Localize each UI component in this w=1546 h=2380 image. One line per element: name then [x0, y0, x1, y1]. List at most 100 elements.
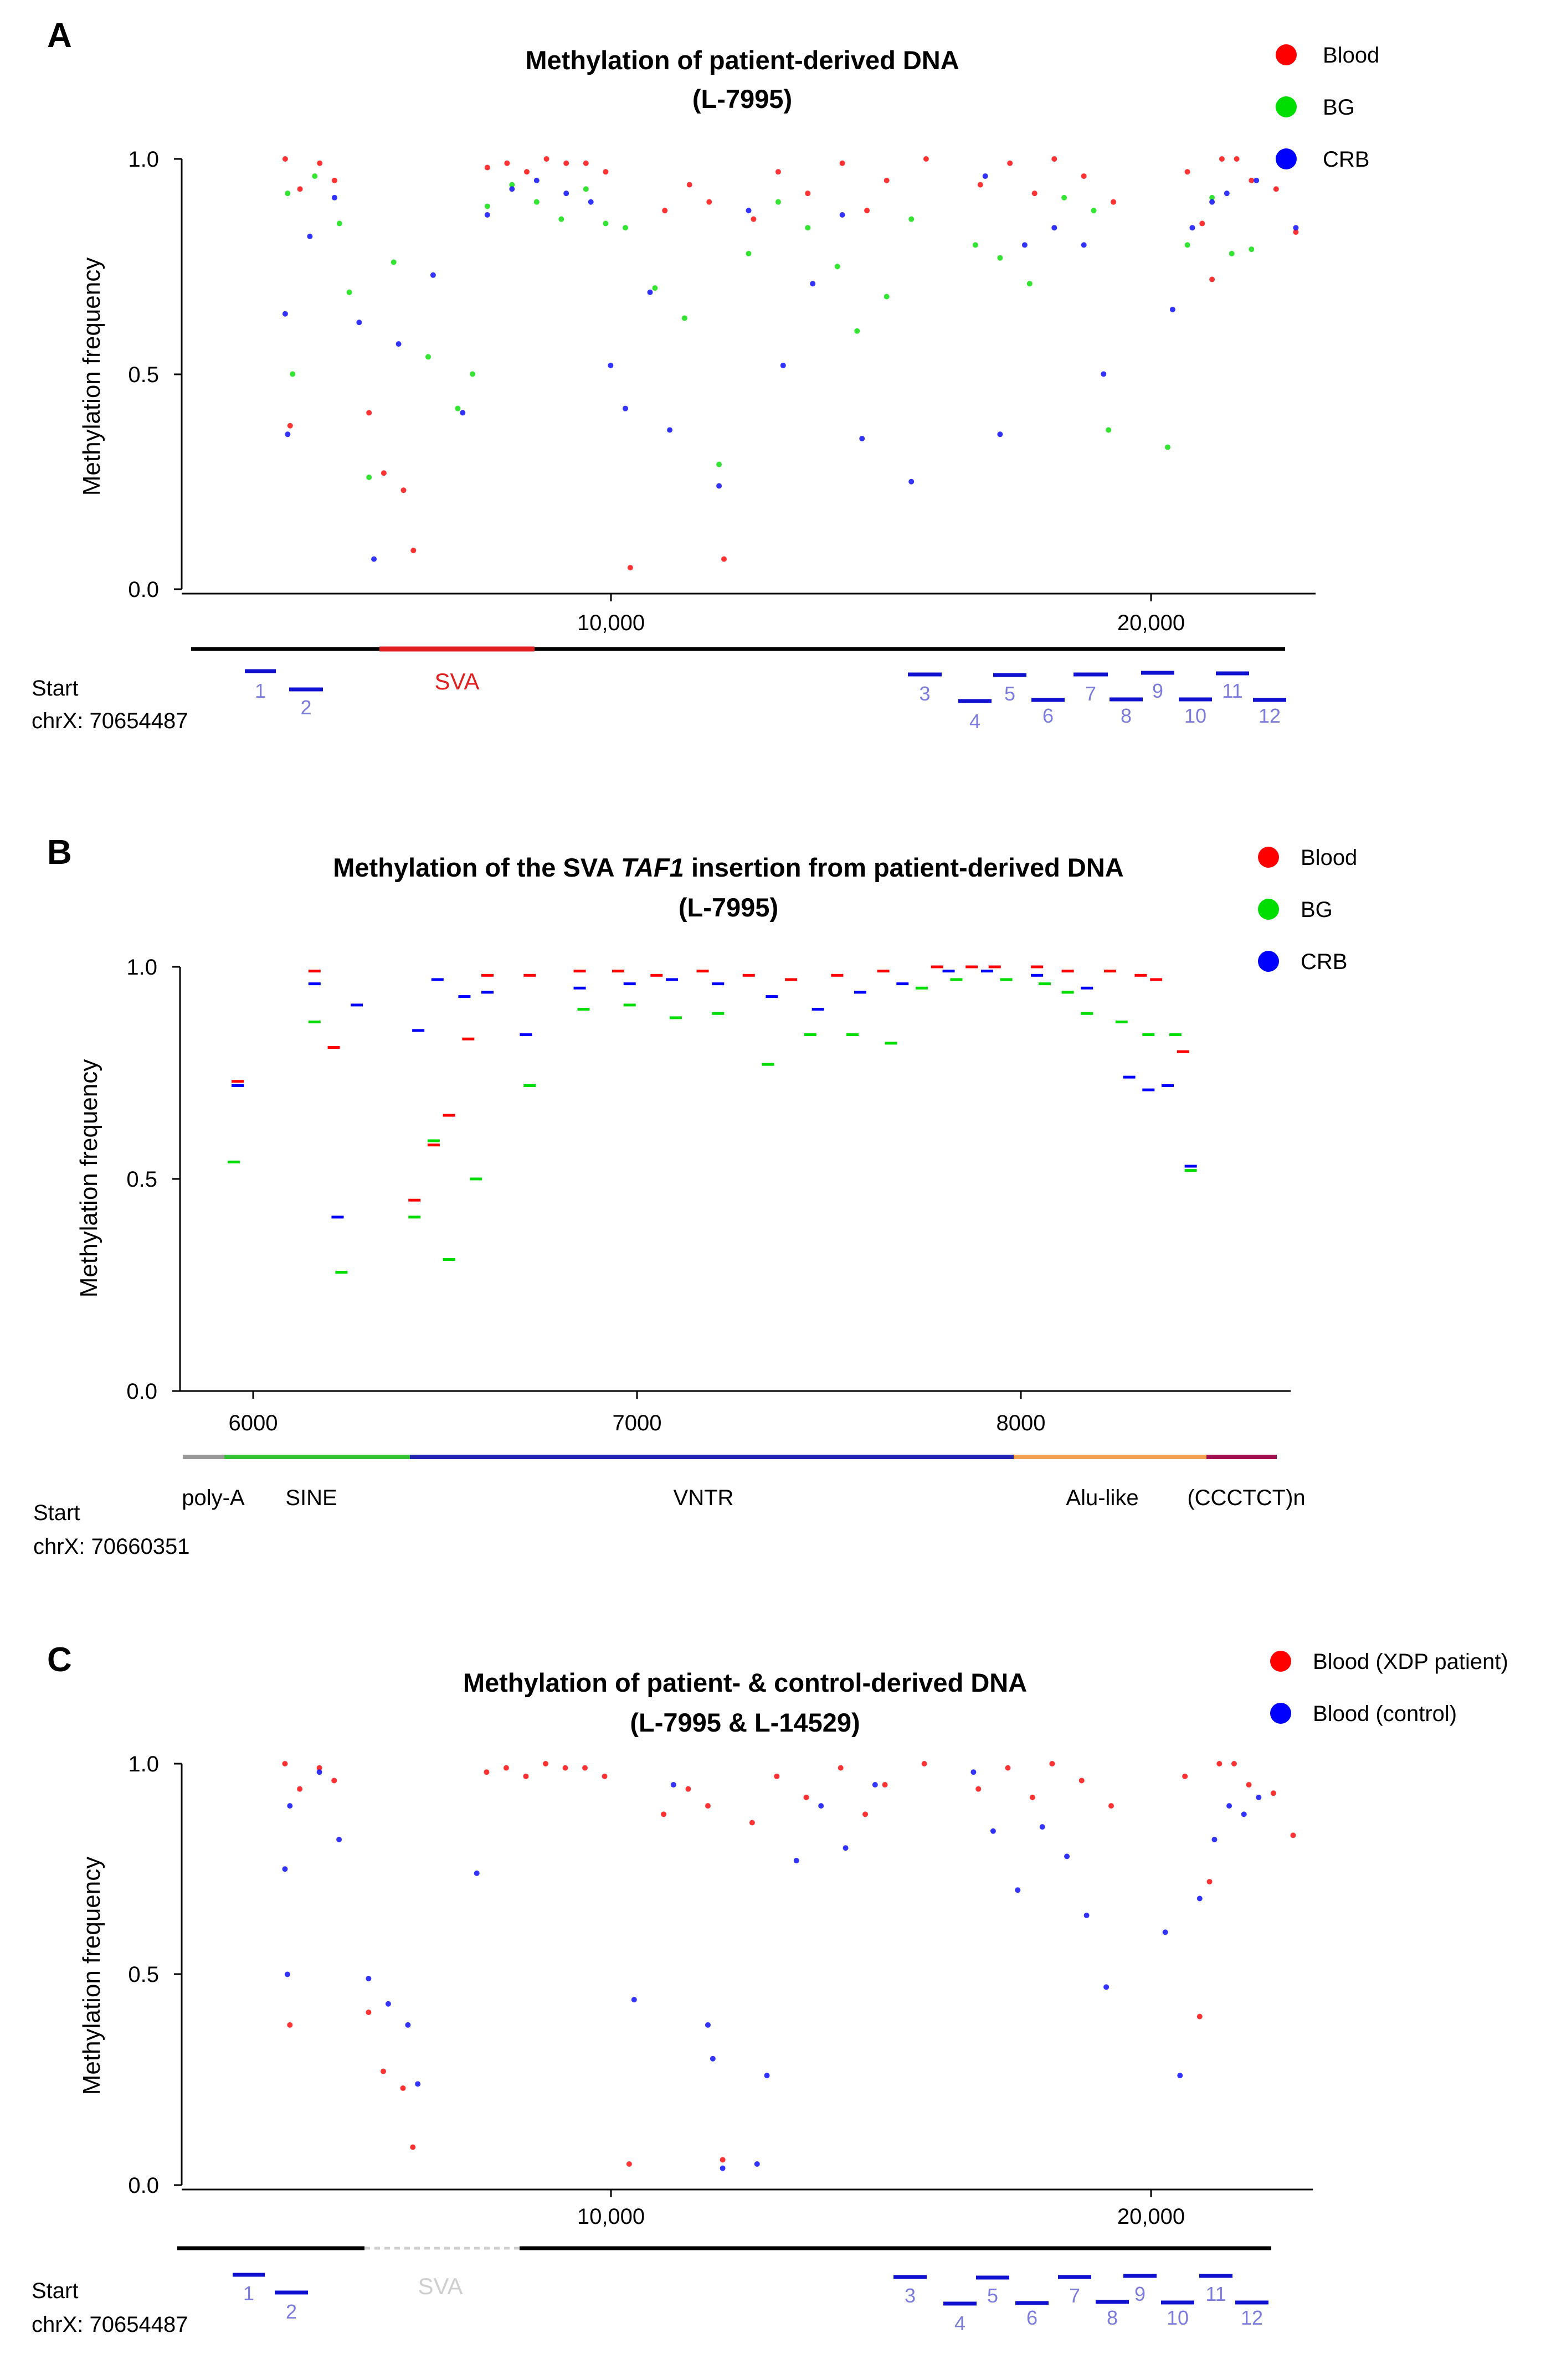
point-a-crb-0 — [282, 311, 288, 317]
point-a-blood-3 — [317, 160, 323, 166]
point-b-blood-25 — [1177, 1050, 1189, 1053]
point-b-blood-15 — [831, 973, 844, 977]
point-c-blood-control-4 — [336, 1836, 342, 1842]
legend-blood-label: Blood — [1323, 43, 1379, 68]
point-b-bg-15 — [885, 1042, 897, 1045]
point-b-blood-17 — [931, 965, 943, 969]
point-a-bg-13 — [558, 216, 564, 222]
exon-8-label: 8 — [1107, 2306, 1118, 2329]
point-a-crb-8 — [460, 410, 466, 416]
point-c-blood-xdp-patient-12 — [542, 1761, 548, 1766]
legend-blood-label: Blood — [1301, 846, 1357, 870]
point-b-bg-1 — [308, 1021, 321, 1024]
point-b-blood-5 — [443, 1114, 455, 1117]
panel-a-xtick-20000: 20,000 — [1117, 611, 1185, 635]
point-a-crb-24 — [908, 478, 915, 485]
point-c-blood-control-1 — [284, 1971, 290, 1977]
point-c-blood-control-0 — [282, 1866, 288, 1872]
point-c-blood-xdp-patient-26 — [882, 1782, 888, 1788]
point-a-blood-32 — [1081, 173, 1087, 179]
point-b-crb-24 — [1184, 1165, 1197, 1168]
exon-3-label: 3 — [919, 682, 930, 705]
point-a-crb-23 — [859, 436, 865, 442]
point-c-blood-xdp-patient-25 — [862, 1811, 869, 1817]
point-a-bg-3 — [336, 220, 342, 226]
point-b-blood-21 — [1061, 970, 1074, 973]
point-a-blood-37 — [1219, 156, 1225, 162]
point-c-blood-control-16 — [764, 2073, 770, 2079]
panel-c-ylabel: Methylation frequency — [78, 1857, 105, 2095]
legend-crb-marker — [1258, 951, 1279, 972]
point-b-blood-9 — [573, 970, 586, 973]
point-a-bg-37 — [1249, 246, 1255, 253]
point-a-bg-1 — [290, 371, 296, 377]
point-a-crb-14 — [608, 362, 614, 368]
exon-12-label: 12 — [1259, 704, 1281, 727]
point-a-crb-25 — [982, 173, 988, 179]
point-c-blood-control-31 — [1211, 1836, 1218, 1842]
point-c-blood-xdp-patient-18 — [685, 1786, 691, 1792]
point-b-crb-5 — [431, 978, 444, 981]
point-a-blood-40 — [1273, 186, 1279, 192]
panel-a: A Methylation of patient-derived DNA (L-… — [32, 17, 1379, 733]
point-a-crb-1 — [285, 431, 291, 437]
point-a-blood-35 — [1199, 220, 1205, 226]
point-b-blood-6 — [462, 1037, 475, 1040]
point-a-blood-19 — [706, 199, 712, 205]
point-a-bg-20 — [746, 250, 752, 256]
point-a-crb-22 — [839, 212, 845, 218]
point-c-blood-xdp-patient-15 — [602, 1773, 608, 1779]
point-c-blood-control-30 — [1196, 1895, 1203, 1902]
panel-b-subtitle: (L-7995) — [679, 893, 778, 922]
point-c-blood-xdp-patient-40 — [1270, 1790, 1276, 1796]
legend-bg-marker — [1276, 96, 1297, 117]
point-a-blood-8 — [410, 548, 417, 554]
panel-a-title: Methylation of patient-derived DNA — [525, 45, 959, 75]
panel-b-points — [228, 965, 1197, 1274]
point-b-crb-4 — [412, 1029, 425, 1032]
point-b-crb-13 — [766, 995, 778, 998]
panel-a-legend: Blood BG CRB — [1276, 43, 1379, 172]
point-a-bg-30 — [1061, 194, 1067, 200]
point-a-crb-18 — [716, 483, 722, 489]
panel-b-start-coord: chrX: 70660351 — [33, 1534, 189, 1559]
point-b-crb-23 — [1161, 1084, 1174, 1087]
point-a-bg-15 — [603, 220, 609, 226]
point-b-crb-10 — [623, 982, 636, 986]
exon-7-label: 7 — [1085, 682, 1096, 705]
exon-5-label: 5 — [1004, 682, 1015, 705]
point-c-blood-control-18 — [818, 1803, 824, 1809]
point-c-blood-control-34 — [1256, 1794, 1262, 1800]
point-c-blood-xdp-patient-31 — [1049, 1761, 1055, 1766]
point-b-blood-3 — [408, 1198, 421, 1202]
point-b-crb-14 — [811, 1008, 824, 1011]
legend-control-label: Blood (control) — [1313, 1702, 1457, 1726]
point-c-blood-xdp-patient-16 — [626, 2161, 632, 2167]
point-b-blood-8 — [523, 973, 536, 977]
point-c-blood-xdp-patient-22 — [774, 1773, 780, 1779]
point-a-bg-26 — [908, 216, 915, 222]
point-c-blood-control-27 — [1103, 1984, 1110, 1990]
point-a-blood-41 — [1293, 229, 1299, 235]
exon-8-label: 8 — [1121, 704, 1132, 727]
point-a-crb-10 — [509, 186, 515, 192]
panel-a-subtitle: (L-7995) — [692, 84, 792, 114]
point-b-crb-20 — [1081, 986, 1093, 990]
point-b-blood-2 — [327, 1046, 340, 1049]
point-a-bg-21 — [775, 199, 781, 205]
exon-2-label: 2 — [300, 696, 311, 719]
point-a-blood-9 — [484, 164, 490, 171]
point-c-blood-control-9 — [474, 1870, 480, 1876]
exon-9-label: 9 — [1134, 2283, 1146, 2305]
point-b-crb-16 — [896, 982, 909, 986]
point-a-bg-10 — [484, 203, 490, 209]
point-b-crb-2 — [331, 1215, 344, 1219]
point-a-crb-16 — [647, 289, 653, 295]
exon-3-label: 3 — [905, 2284, 916, 2307]
panel-a-ylabel: Methylation frequency — [78, 257, 105, 496]
point-b-bg-9 — [623, 1003, 636, 1007]
point-a-crb-31 — [1169, 306, 1175, 312]
panel-b-x-axis: 6000 7000 8000 — [180, 1390, 1291, 1435]
point-a-blood-17 — [662, 208, 668, 214]
